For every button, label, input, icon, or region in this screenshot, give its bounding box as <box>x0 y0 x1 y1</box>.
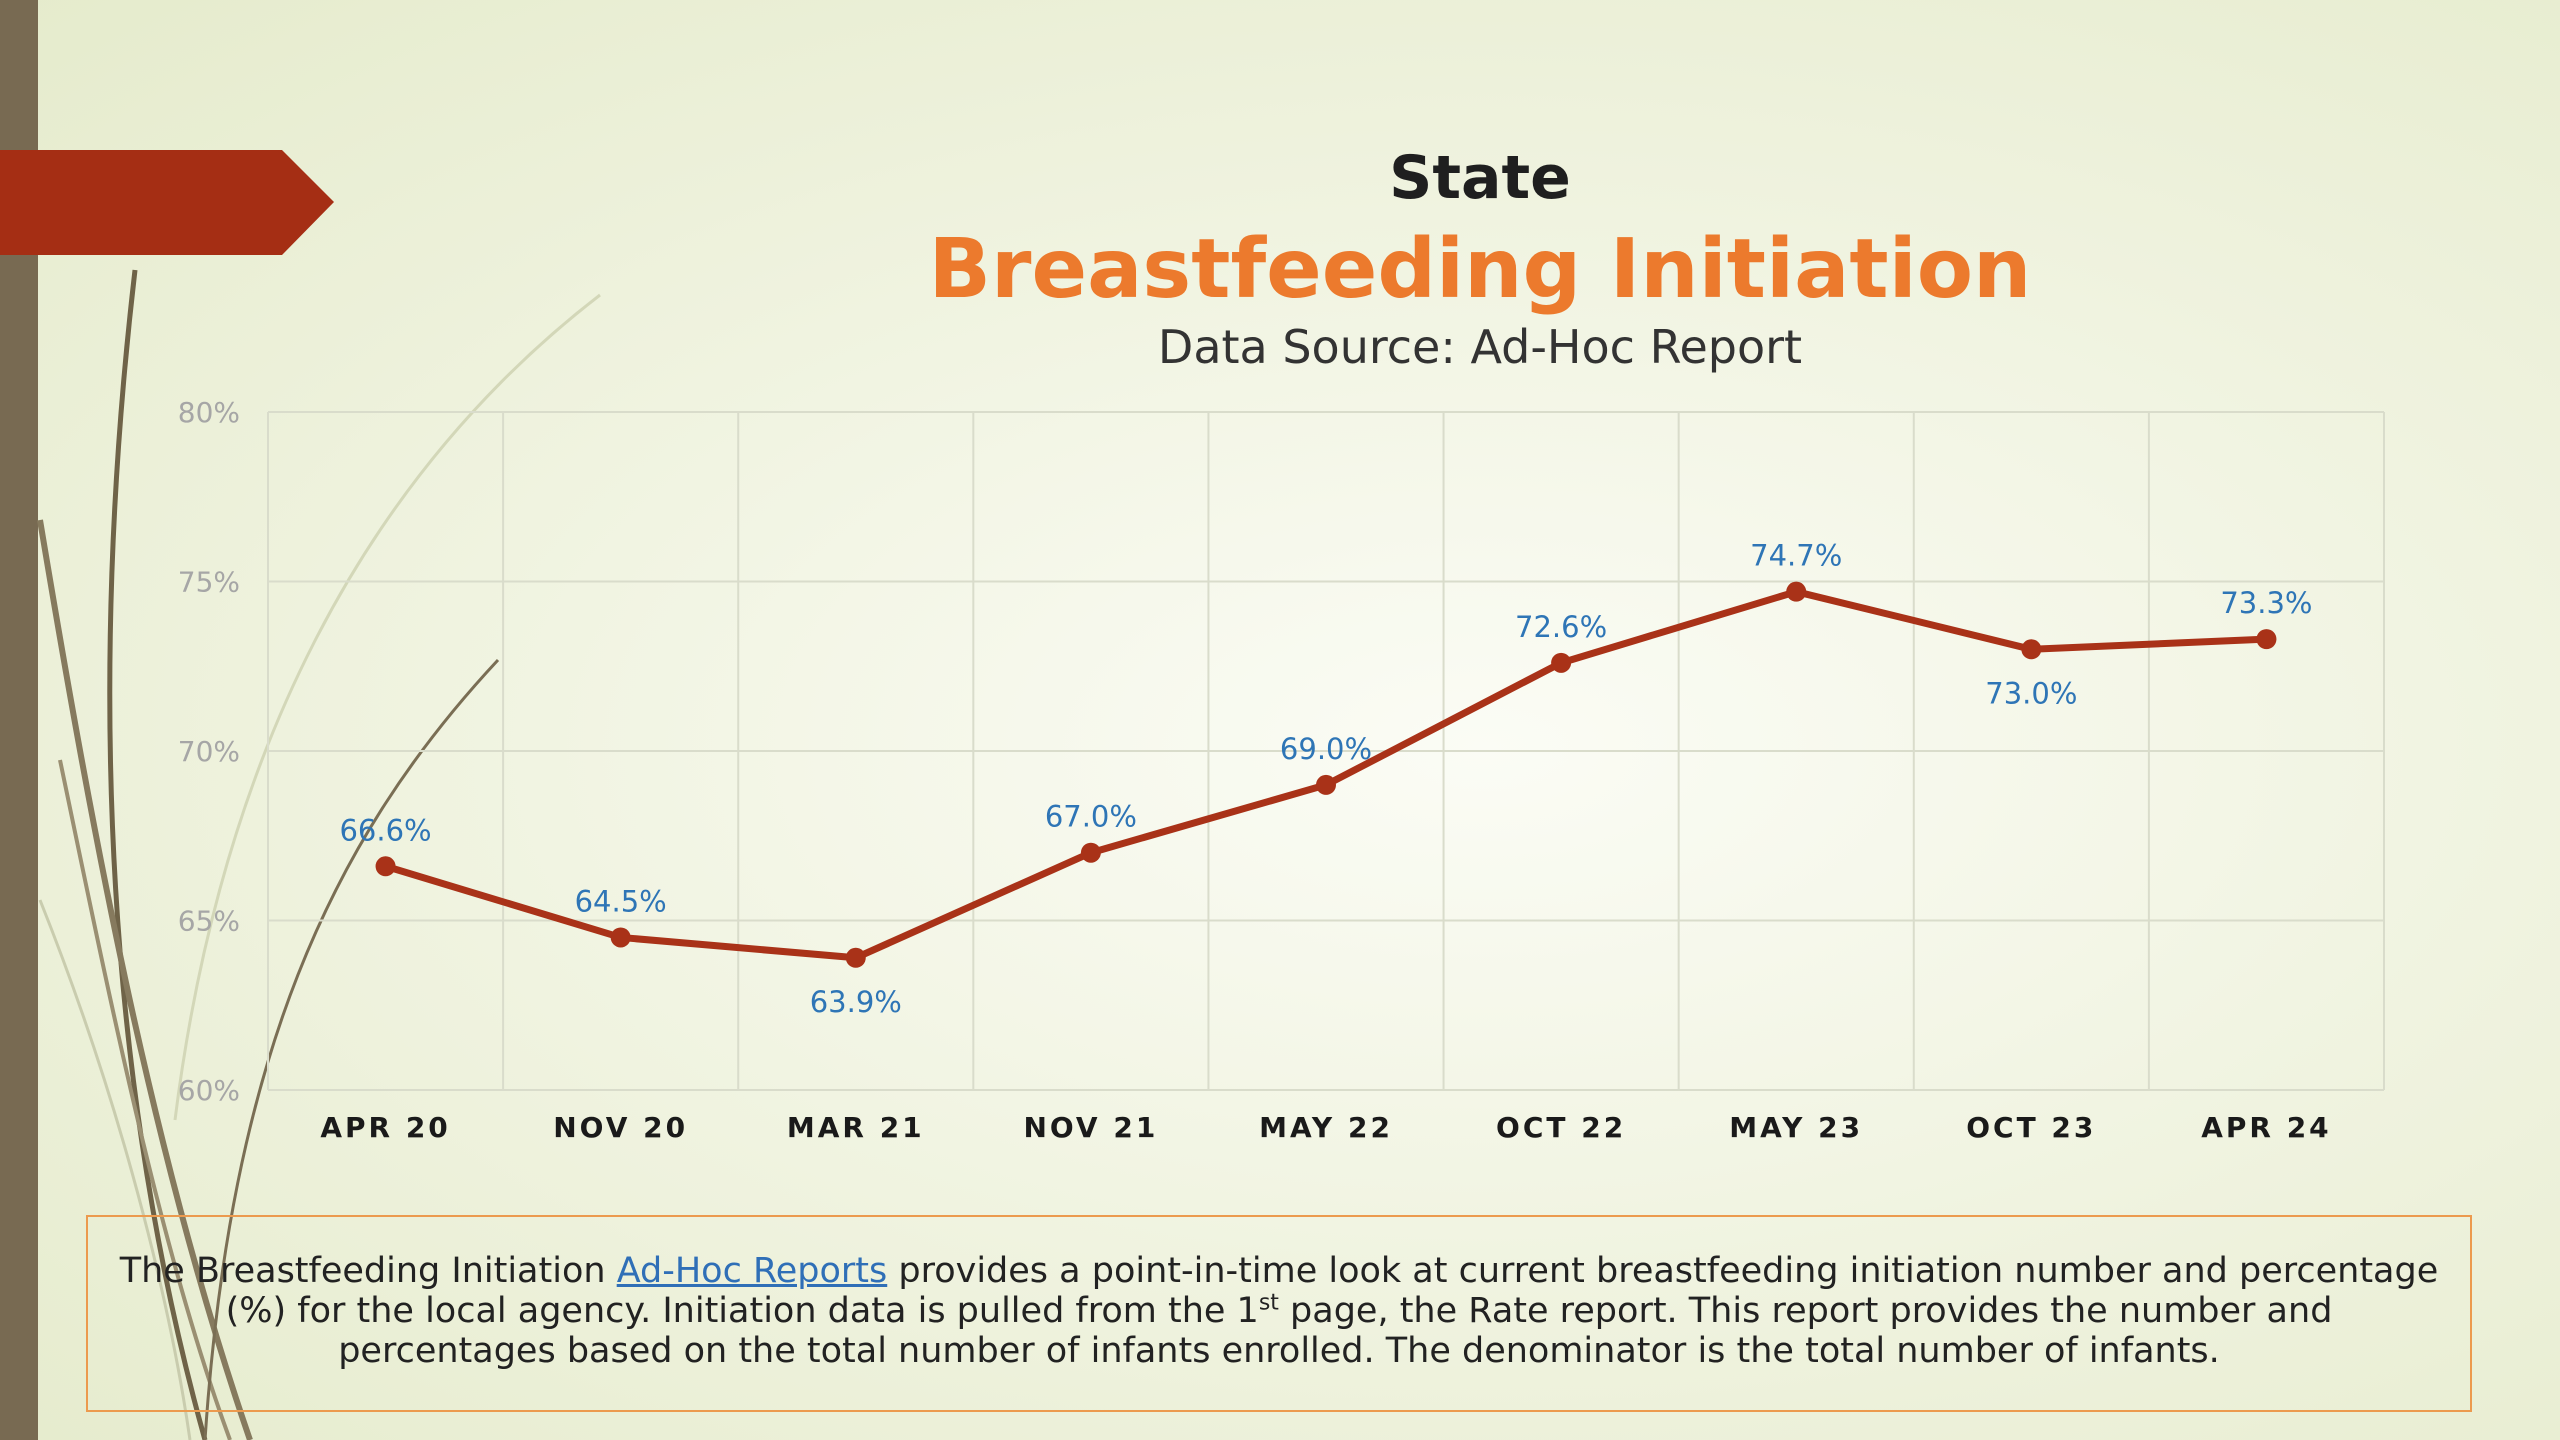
x-tick-label: NOV 21 <box>1023 1111 1158 1144</box>
data-label: 63.9% <box>810 985 902 1019</box>
swoosh-curve <box>173 293 601 1121</box>
data-source-label: Data Source: Ad-Hoc Report <box>1157 320 1803 374</box>
description-text-1: The Breastfeeding Initiation <box>119 1251 617 1291</box>
y-tick-label: 60% <box>178 1074 240 1107</box>
x-tick-label: MAR 21 <box>787 1111 925 1144</box>
data-label: 67.0% <box>1045 800 1137 834</box>
data-label: 73.3% <box>2220 586 2312 620</box>
data-label: 74.7% <box>1750 539 1842 573</box>
data-point <box>2021 639 2042 660</box>
description-superscript: st <box>1258 1290 1279 1316</box>
swoosh-curve <box>203 658 500 1440</box>
swoosh-curve <box>58 759 232 1440</box>
y-tick-label: 80% <box>178 396 240 429</box>
x-tick-label: MAY 22 <box>1259 1111 1393 1144</box>
data-point <box>1080 842 1101 863</box>
x-tick-label: OCT 23 <box>1966 1111 2096 1144</box>
data-point <box>375 856 396 877</box>
x-tick-label: APR 20 <box>320 1111 450 1144</box>
x-tick-label: OCT 22 <box>1496 1111 1626 1144</box>
data-point <box>1551 652 1572 673</box>
data-label: 69.0% <box>1280 732 1372 766</box>
series-line <box>382 588 2270 962</box>
swoosh-curve <box>38 899 192 1440</box>
swoosh-curve <box>107 269 208 1440</box>
x-tick-label: NOV 20 <box>553 1111 688 1144</box>
chart-title: State <box>1389 143 1571 213</box>
description-text-2: provides a point-in-time look at current… <box>225 1251 2439 1331</box>
ad-hoc-reports-link[interactable]: Ad-Hoc Reports <box>616 1251 888 1291</box>
y-tick-label: 70% <box>178 735 240 768</box>
x-tick-label: APR 24 <box>2201 1111 2331 1144</box>
y-tick-label: 75% <box>178 566 240 599</box>
data-label: 66.6% <box>339 813 431 847</box>
data-point <box>1316 774 1336 795</box>
chart-subtitle: Breastfeeding Initiation <box>928 222 2032 317</box>
x-tick-label: MAY 23 <box>1729 1111 1863 1144</box>
y-tick-label: 65% <box>178 905 240 938</box>
swoosh-curve <box>37 519 253 1440</box>
data-label: 72.6% <box>1515 610 1607 644</box>
data-point <box>1786 581 1807 602</box>
data-point <box>2256 629 2277 650</box>
description-text-3: page, the Rate report. This report provi… <box>338 1291 2333 1371</box>
data-label: 64.5% <box>575 884 667 918</box>
data-point <box>610 927 631 948</box>
description-box: The Breastfeeding Initiation Ad-Hoc Repo… <box>86 1215 2472 1412</box>
title-banner-arrow <box>0 150 334 255</box>
data-point <box>845 947 866 968</box>
data-label: 73.0% <box>1985 676 2077 710</box>
